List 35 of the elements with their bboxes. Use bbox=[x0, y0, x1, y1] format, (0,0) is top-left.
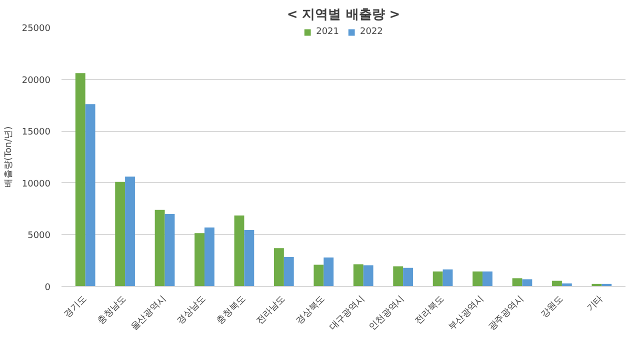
y-tick-label: 15000 bbox=[22, 128, 51, 138]
bar bbox=[204, 227, 214, 286]
bar bbox=[314, 264, 324, 286]
bar bbox=[234, 216, 244, 286]
bar bbox=[125, 176, 135, 286]
bar bbox=[442, 269, 453, 286]
x-tick-label: 기타 bbox=[585, 294, 606, 314]
y-axis-title: 배출량(Ton/년) bbox=[4, 126, 14, 188]
bar bbox=[324, 257, 334, 286]
bar bbox=[115, 182, 126, 286]
bar bbox=[393, 266, 404, 286]
y-tick-label: 10000 bbox=[22, 179, 51, 190]
bar bbox=[75, 73, 86, 286]
bar bbox=[164, 214, 175, 286]
bar bbox=[284, 256, 294, 286]
bar bbox=[512, 278, 522, 286]
y-tick-label: 25000 bbox=[22, 24, 51, 34]
legend-label: 2021 bbox=[316, 27, 339, 37]
bar bbox=[194, 233, 204, 286]
y-tick-label: 20000 bbox=[22, 76, 51, 86]
legend-label: 2022 bbox=[360, 27, 383, 37]
bar bbox=[472, 271, 483, 286]
bar bbox=[244, 230, 254, 286]
bar bbox=[432, 271, 443, 286]
bar bbox=[403, 268, 414, 286]
bar bbox=[274, 248, 284, 286]
y-tick-label: 5000 bbox=[28, 231, 51, 242]
bar bbox=[363, 265, 374, 286]
bar bbox=[154, 210, 165, 286]
chart-title: < 지역별 배출량 > bbox=[286, 8, 400, 22]
bar bbox=[482, 271, 492, 286]
bar bbox=[85, 104, 96, 286]
y-tick-label: 0 bbox=[44, 283, 51, 293]
bar bbox=[353, 264, 364, 286]
bar bbox=[522, 279, 532, 286]
